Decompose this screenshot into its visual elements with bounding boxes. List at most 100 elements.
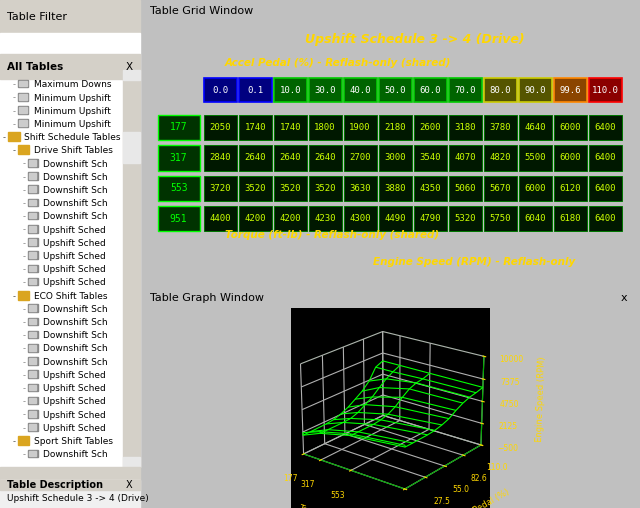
Bar — [124, 132, 140, 163]
Bar — [29, 279, 36, 284]
FancyBboxPatch shape — [344, 115, 376, 140]
Bar — [0, 480, 140, 508]
Bar — [29, 358, 36, 364]
Text: Upshift Sched: Upshift Sched — [44, 410, 106, 420]
Text: 3520: 3520 — [244, 184, 266, 193]
Text: Upshift Sched: Upshift Sched — [44, 265, 106, 274]
FancyBboxPatch shape — [344, 176, 376, 201]
FancyBboxPatch shape — [344, 78, 376, 102]
Bar — [19, 81, 27, 86]
FancyBboxPatch shape — [274, 78, 307, 102]
FancyBboxPatch shape — [204, 176, 237, 201]
Text: Upshift Sched: Upshift Sched — [44, 424, 106, 433]
FancyBboxPatch shape — [274, 206, 307, 232]
Text: 4230: 4230 — [314, 214, 336, 223]
FancyBboxPatch shape — [554, 145, 586, 171]
Bar — [28, 265, 38, 272]
FancyBboxPatch shape — [379, 176, 412, 201]
Bar — [8, 132, 20, 141]
Y-axis label: Accel Pedal (%): Accel Pedal (%) — [449, 487, 511, 508]
Text: 3630: 3630 — [349, 184, 371, 193]
FancyBboxPatch shape — [157, 176, 200, 201]
FancyBboxPatch shape — [518, 115, 552, 140]
Bar — [28, 278, 38, 285]
Text: Accel Pedal (%) - Reflash-only (shared): Accel Pedal (%) - Reflash-only (shared) — [225, 58, 451, 69]
Bar — [19, 107, 27, 113]
Bar — [0, 467, 140, 480]
Text: 2640: 2640 — [244, 153, 266, 163]
Text: Downshift Sch: Downshift Sch — [44, 173, 108, 182]
FancyBboxPatch shape — [308, 115, 342, 140]
Text: 4640: 4640 — [524, 123, 546, 132]
Text: -: - — [22, 371, 26, 380]
Bar — [29, 160, 36, 166]
Text: -: - — [22, 397, 26, 406]
Text: 1740: 1740 — [244, 123, 266, 132]
Text: 2840: 2840 — [209, 153, 231, 163]
Text: 3180: 3180 — [454, 123, 476, 132]
Text: Table Grid Window: Table Grid Window — [150, 6, 253, 16]
Text: 70.0: 70.0 — [454, 86, 476, 94]
Bar — [28, 450, 38, 457]
FancyBboxPatch shape — [589, 78, 621, 102]
Text: 3720: 3720 — [209, 184, 231, 193]
Text: 6040: 6040 — [524, 214, 546, 223]
Text: Minimum Upshift: Minimum Upshift — [34, 120, 111, 129]
FancyBboxPatch shape — [379, 115, 412, 140]
Text: Upshift Sched: Upshift Sched — [44, 371, 106, 380]
Text: Maximum Downs: Maximum Downs — [34, 80, 111, 89]
Bar — [28, 212, 38, 219]
Text: X: X — [125, 480, 132, 490]
Text: -: - — [13, 107, 15, 116]
Bar — [28, 251, 38, 259]
Text: -: - — [22, 160, 26, 169]
Text: -: - — [22, 186, 26, 195]
Text: 30.0: 30.0 — [314, 86, 336, 94]
Bar — [0, 33, 140, 467]
FancyBboxPatch shape — [554, 176, 586, 201]
Bar — [29, 200, 36, 205]
FancyBboxPatch shape — [518, 206, 552, 232]
Text: 6180: 6180 — [559, 214, 580, 223]
Bar — [18, 436, 29, 445]
Text: 6000: 6000 — [559, 153, 580, 163]
Bar — [29, 411, 36, 417]
Bar — [18, 291, 29, 300]
Text: 4200: 4200 — [244, 214, 266, 223]
FancyBboxPatch shape — [484, 206, 516, 232]
Text: 4490: 4490 — [385, 214, 406, 223]
Text: Downshift Sch: Downshift Sch — [44, 160, 108, 169]
Text: x: x — [621, 293, 627, 303]
Bar — [29, 332, 36, 337]
Text: -: - — [13, 437, 15, 446]
Text: Sport Shift Tables: Sport Shift Tables — [34, 437, 113, 446]
Text: -: - — [22, 252, 26, 261]
Text: 99.6: 99.6 — [559, 86, 580, 94]
FancyBboxPatch shape — [204, 206, 237, 232]
Text: 2640: 2640 — [280, 153, 301, 163]
Text: Table Graph Window: Table Graph Window — [150, 293, 264, 303]
Text: 317: 317 — [170, 153, 188, 163]
FancyBboxPatch shape — [554, 115, 586, 140]
Text: -: - — [22, 331, 26, 340]
Text: 1800: 1800 — [314, 123, 336, 132]
Text: 90.0: 90.0 — [524, 86, 546, 94]
Bar — [28, 331, 38, 338]
Text: -: - — [22, 212, 26, 221]
FancyBboxPatch shape — [518, 78, 552, 102]
Text: 6000: 6000 — [559, 123, 580, 132]
Bar — [28, 344, 38, 352]
Bar — [124, 79, 140, 467]
FancyBboxPatch shape — [449, 176, 481, 201]
Bar — [29, 371, 36, 377]
Text: -: - — [13, 93, 15, 103]
Text: -: - — [13, 80, 15, 89]
Bar — [18, 80, 28, 87]
Text: Downshift Sch: Downshift Sch — [44, 318, 108, 327]
Text: -: - — [22, 318, 26, 327]
Text: -: - — [22, 424, 26, 433]
Bar — [29, 266, 36, 271]
FancyBboxPatch shape — [449, 78, 481, 102]
Text: Table Filter: Table Filter — [7, 12, 67, 22]
Text: 3520: 3520 — [314, 184, 336, 193]
